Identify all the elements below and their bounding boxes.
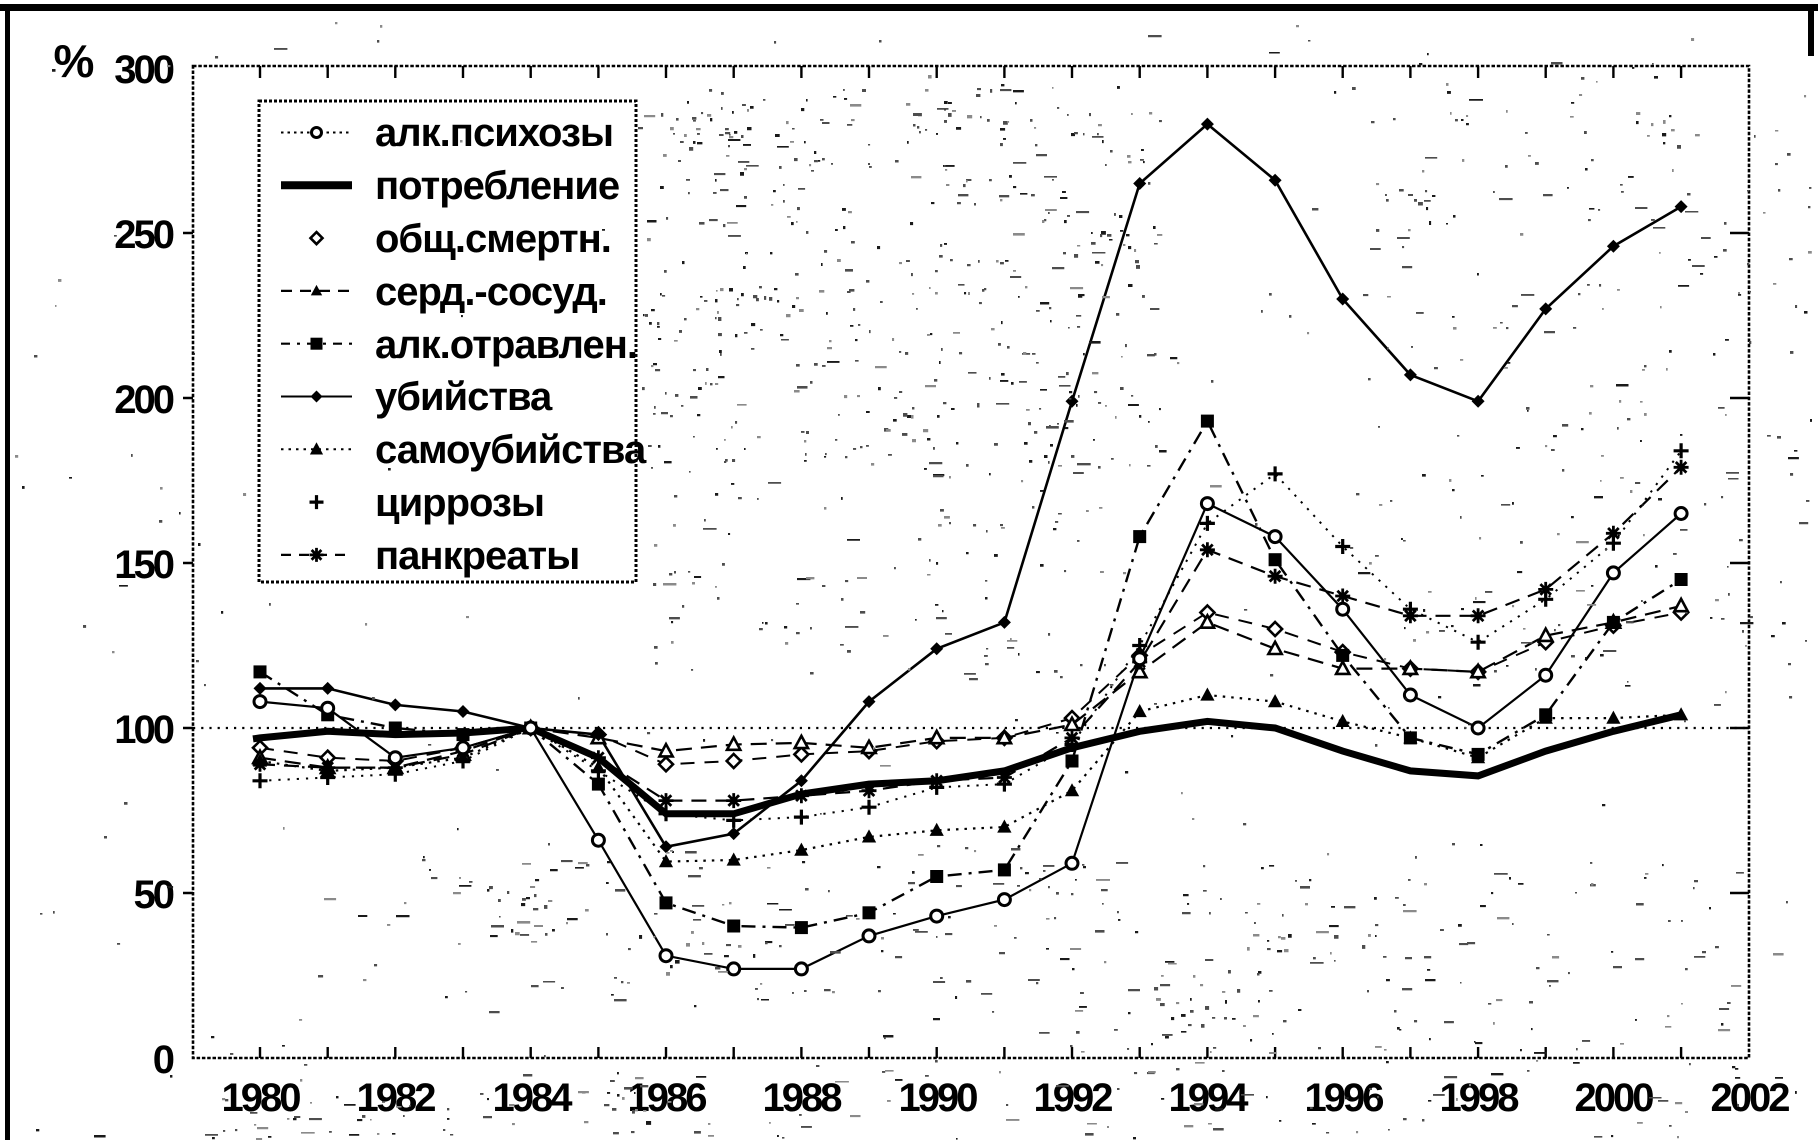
svg-text:50: 50	[134, 873, 174, 917]
svg-text:200: 200	[114, 378, 173, 422]
svg-text:алк.психозы: алк.психозы	[375, 111, 613, 155]
svg-text:потребление: потребление	[375, 164, 619, 208]
svg-text:2002: 2002	[1711, 1076, 1790, 1120]
svg-text:1986: 1986	[628, 1076, 707, 1120]
svg-text:самоубийства: самоубийства	[375, 428, 647, 472]
svg-text:150: 150	[114, 543, 173, 587]
svg-text:панкреаты: панкреаты	[375, 534, 579, 578]
svg-text:1984: 1984	[493, 1076, 574, 1120]
svg-text:1998: 1998	[1440, 1076, 1520, 1120]
svg-text:1982: 1982	[357, 1076, 436, 1120]
svg-text:1988: 1988	[763, 1076, 843, 1120]
svg-text:250: 250	[114, 213, 173, 257]
svg-text:общ.смертн.: общ.смертн.	[375, 217, 611, 261]
svg-text:1990: 1990	[899, 1076, 978, 1120]
svg-text:алк.отравлен.: алк.отравлен.	[375, 323, 637, 367]
svg-text:1980: 1980	[222, 1076, 301, 1120]
svg-text:убийства: убийства	[375, 375, 553, 419]
svg-text:1992: 1992	[1034, 1076, 1113, 1120]
svg-text:1996: 1996	[1305, 1076, 1384, 1120]
svg-text:серд.-сосуд.: серд.-сосуд.	[375, 270, 607, 314]
svg-text:100: 100	[114, 708, 173, 752]
svg-text:300: 300	[114, 48, 173, 92]
svg-text:%: %	[54, 35, 95, 87]
svg-text:2000: 2000	[1575, 1076, 1654, 1120]
svg-text:1994: 1994	[1169, 1076, 1250, 1120]
svg-text:циррозы: циррозы	[375, 481, 544, 525]
